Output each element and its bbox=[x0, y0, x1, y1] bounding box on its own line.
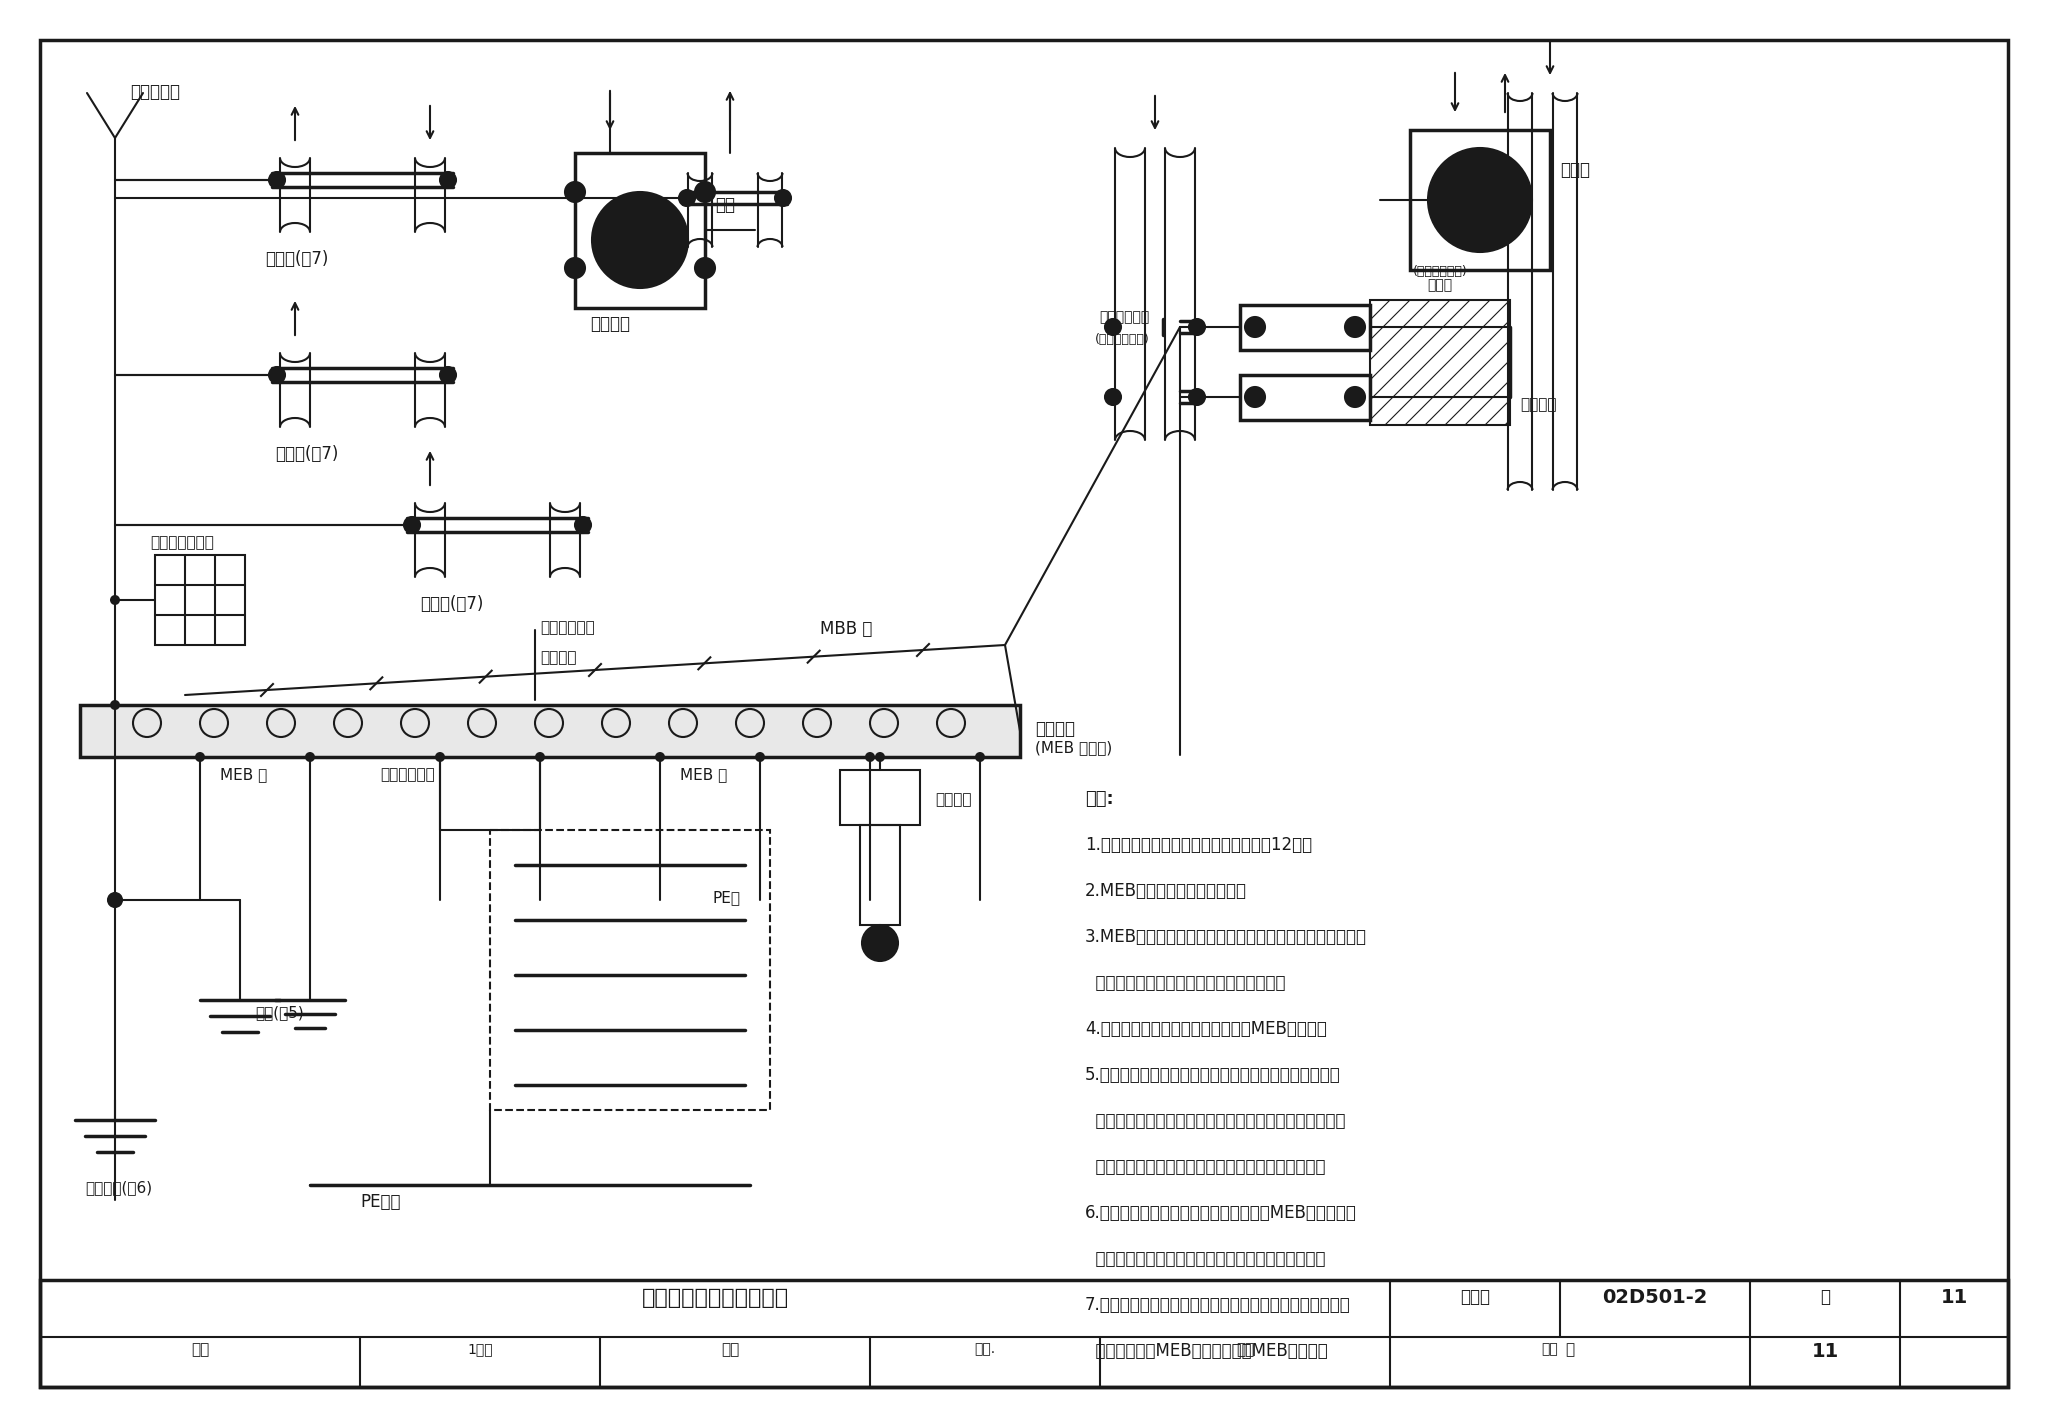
Circle shape bbox=[535, 752, 545, 762]
Circle shape bbox=[565, 183, 586, 203]
Text: 热水管(注7): 热水管(注7) bbox=[420, 595, 483, 614]
Text: MEB 线: MEB 线 bbox=[680, 766, 727, 782]
Text: 建筑物金属结构: 建筑物金属结构 bbox=[150, 535, 213, 549]
Circle shape bbox=[1190, 320, 1204, 335]
Text: 6.当利用建筑物金属体做防雷及接地时，MEB端子板宜直: 6.当利用建筑物金属体做防雷及接地时，MEB端子板宜直 bbox=[1085, 1204, 1358, 1222]
Text: 附注:: 附注: bbox=[1085, 791, 1114, 808]
Bar bbox=[1239, 375, 1370, 420]
Text: 审核: 审核 bbox=[190, 1341, 209, 1357]
Text: PE线: PE线 bbox=[713, 890, 739, 905]
Text: 设计: 设计 bbox=[1235, 1341, 1253, 1357]
Text: MEB 线: MEB 线 bbox=[219, 766, 266, 782]
Text: 总进线配电盘: 总进线配电盘 bbox=[381, 766, 434, 782]
Text: 总下水管: 总下水管 bbox=[936, 792, 971, 808]
Text: 水表: 水表 bbox=[715, 195, 735, 214]
Circle shape bbox=[1245, 317, 1266, 337]
Text: 绝缘段: 绝缘段 bbox=[1427, 278, 1452, 293]
Text: (煤气公司确定): (煤气公司确定) bbox=[1413, 265, 1466, 278]
Text: 图集号: 图集号 bbox=[1460, 1289, 1491, 1306]
Text: 校对: 校对 bbox=[721, 1341, 739, 1357]
Text: 燃气表: 燃气表 bbox=[1561, 161, 1589, 178]
Bar bbox=[575, 153, 705, 308]
Text: MBB 线: MBB 线 bbox=[819, 619, 872, 638]
Text: 11: 11 bbox=[1939, 1289, 1968, 1307]
Text: 接短捷地与该建筑物用作防雷及接地的金属体连通。: 接短捷地与该建筑物用作防雷及接地的金属体连通。 bbox=[1085, 1250, 1325, 1269]
Circle shape bbox=[111, 595, 121, 605]
Text: 采暖管(注7): 采暖管(注7) bbox=[264, 250, 328, 268]
Bar bbox=[1239, 305, 1370, 350]
Circle shape bbox=[694, 258, 715, 278]
Circle shape bbox=[1190, 390, 1204, 405]
Circle shape bbox=[874, 752, 885, 762]
Text: 02D501-2: 02D501-2 bbox=[1602, 1289, 1708, 1307]
Text: 4.相邻近管道及金属结构允许用一根MEB线连接。: 4.相邻近管道及金属结构允许用一根MEB线连接。 bbox=[1085, 1020, 1327, 1037]
Text: 避雷接地(注6): 避雷接地(注6) bbox=[86, 1180, 152, 1194]
Circle shape bbox=[575, 517, 592, 534]
Text: 护罩或装在端子箱内，防止无关人员触动。: 护罩或装在端子箱内，防止无关人员触动。 bbox=[1085, 975, 1286, 992]
Circle shape bbox=[111, 701, 121, 711]
Circle shape bbox=[565, 258, 586, 278]
Text: 总煤气管: 总煤气管 bbox=[1520, 398, 1556, 412]
Text: PE母线: PE母线 bbox=[360, 1193, 401, 1212]
Circle shape bbox=[864, 752, 874, 762]
Circle shape bbox=[694, 183, 715, 203]
Bar bbox=[489, 831, 770, 1110]
Circle shape bbox=[975, 752, 985, 762]
Circle shape bbox=[440, 367, 457, 382]
Bar bbox=[41, 1280, 2007, 1387]
Text: 1.电源进线、电子信息设备联结做法见第12页。: 1.电源进线、电子信息设备联结做法见第12页。 bbox=[1085, 836, 1313, 853]
Circle shape bbox=[655, 752, 666, 762]
Text: 绕呼: 绕呼 bbox=[1542, 1341, 1559, 1356]
Bar bbox=[80, 705, 1020, 756]
Text: 空调管(注7): 空调管(注7) bbox=[274, 445, 338, 462]
Circle shape bbox=[1106, 320, 1120, 335]
Text: 5.经实测总等电位联结内的水管、基础钢筋等自然接地体: 5.经实测总等电位联结内的水管、基础钢筋等自然接地体 bbox=[1085, 1066, 1341, 1085]
Text: 电子信息设备: 电子信息设备 bbox=[541, 619, 594, 635]
Text: 页: 页 bbox=[1821, 1289, 1831, 1306]
Circle shape bbox=[756, 752, 766, 762]
Text: 丁念.: 丁念. bbox=[975, 1341, 995, 1356]
Text: 2.MEB线截面见具体工程设计。: 2.MEB线截面见具体工程设计。 bbox=[1085, 882, 1247, 900]
Text: 工接地极，保护接地与防雷接地宜直接短捷地连通。: 工接地极，保护接地与防雷接地宜直接短捷地连通。 bbox=[1085, 1157, 1325, 1176]
Text: 页: 页 bbox=[1565, 1341, 1575, 1357]
Text: 远时，也可由MEB端子板分别用MEB线连接。: 远时，也可由MEB端子板分别用MEB线连接。 bbox=[1085, 1341, 1327, 1360]
Circle shape bbox=[774, 190, 791, 205]
Circle shape bbox=[1346, 317, 1366, 337]
Circle shape bbox=[440, 173, 457, 188]
Text: 3.MEB端子板宜设置在电源进线或进线配电盘处，并应加防: 3.MEB端子板宜设置在电源进线或进线配电盘处，并应加防 bbox=[1085, 928, 1366, 946]
Circle shape bbox=[268, 173, 285, 188]
Circle shape bbox=[268, 367, 285, 382]
Circle shape bbox=[1427, 148, 1532, 253]
Bar bbox=[1409, 130, 1550, 270]
Text: 7.图中箭头方向表示水、气流动方向。当进、回水管相距较: 7.图中箭头方向表示水、气流动方向。当进、回水管相距较 bbox=[1085, 1296, 1352, 1314]
Circle shape bbox=[1245, 387, 1266, 407]
Text: 接地母排: 接地母排 bbox=[1034, 721, 1075, 738]
Text: 火花放电间隙: 火花放电间隙 bbox=[1100, 310, 1151, 324]
Circle shape bbox=[862, 925, 897, 960]
Text: 总给水管: 总给水管 bbox=[590, 315, 631, 332]
Text: (MEB 端子板): (MEB 端子板) bbox=[1034, 741, 1112, 755]
Circle shape bbox=[305, 752, 315, 762]
Bar bbox=[156, 555, 246, 645]
Text: 电源进线: 电源进线 bbox=[541, 651, 575, 665]
Circle shape bbox=[109, 893, 123, 908]
Circle shape bbox=[1346, 387, 1366, 407]
Text: 防雷接闪器: 防雷接闪器 bbox=[129, 83, 180, 101]
Bar bbox=[840, 771, 920, 825]
Circle shape bbox=[434, 752, 444, 762]
Text: 总等电位联结系统图示例: 总等电位联结系统图示例 bbox=[641, 1289, 788, 1309]
Circle shape bbox=[1106, 390, 1120, 405]
Bar bbox=[1370, 300, 1509, 425]
Text: (煤气公司确定): (煤气公司确定) bbox=[1096, 332, 1151, 345]
Circle shape bbox=[680, 190, 694, 205]
Text: 的接地电阻值已满足电气装置的接地要求时，不需另打人: 的接地电阻值已满足电气装置的接地要求时，不需另打人 bbox=[1085, 1112, 1346, 1130]
Bar bbox=[860, 825, 899, 925]
Text: 11: 11 bbox=[1810, 1341, 1839, 1361]
Circle shape bbox=[403, 517, 420, 534]
Text: 1仿合: 1仿合 bbox=[467, 1341, 494, 1356]
Text: 接地(注5): 接地(注5) bbox=[256, 1005, 303, 1020]
Circle shape bbox=[195, 752, 205, 762]
Circle shape bbox=[592, 193, 688, 288]
